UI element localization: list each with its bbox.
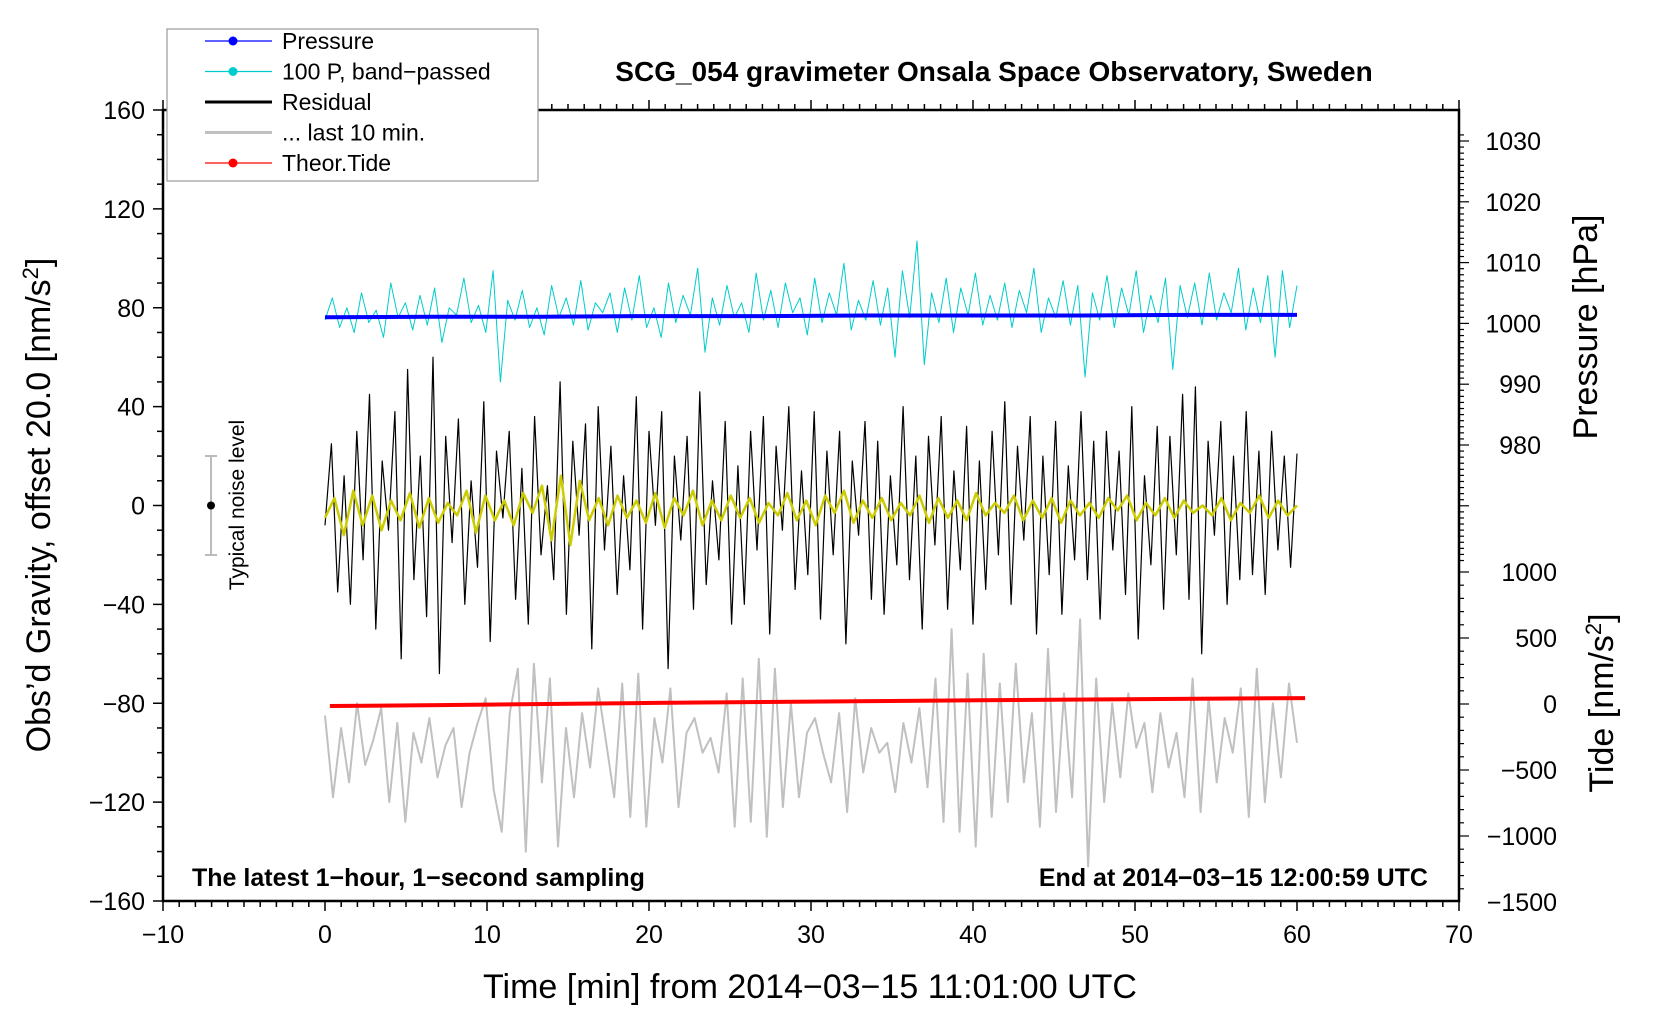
annotation-sampling: The latest 1−hour, 1−second sampling	[192, 864, 645, 892]
legend-box	[166, 28, 539, 182]
series-residual-line	[324, 356, 1298, 675]
x-tick-label: 60	[1283, 921, 1311, 949]
tide-tick-label: −500	[1501, 757, 1557, 785]
y-tick-label: −80	[103, 690, 145, 718]
x-tick-label: −10	[142, 921, 184, 949]
pressure-tick-label: 990	[1499, 371, 1541, 399]
tide-axis-title-main: Tide [nm/s	[1583, 635, 1621, 792]
series-residual-smoothed-line	[323, 474, 1298, 547]
legend-theor-tide-marker-icon	[228, 158, 238, 168]
y-axis-title-end: ]	[20, 258, 58, 267]
y-tick-label: 0	[131, 493, 145, 521]
tide-tick-label: 500	[1515, 625, 1557, 653]
legend-pressure-marker-icon	[228, 36, 238, 46]
pressure-tick-label: 980	[1499, 432, 1541, 460]
ticks-layer: −10 0 10 20 30 40 50 60 7016012080400−40−80−120−…	[89, 97, 1557, 949]
tide-tick-label: 0	[1543, 691, 1557, 719]
y-tick-label: 120	[103, 196, 145, 224]
pressure-tick-label: 1020	[1485, 189, 1541, 217]
legend-100-p-band-passed-marker-icon	[228, 67, 238, 76]
x-tick-label: 0	[318, 921, 332, 949]
chart-title: SCG_054 gravimeter Onsala Space Observat…	[615, 56, 1372, 87]
legend: Pressure 100 P, band−passed Residual ... la…	[166, 28, 539, 182]
legend-entries: Pressure 100 P, band−passed Residual ... la…	[205, 28, 491, 176]
x-axis-title: Time [min] from 2014−03−15 11:01:00 UTC	[483, 968, 1137, 1006]
y-axis-title-main: Obs’d Gravity, offset 20.0 [nm/s	[20, 279, 58, 752]
pressure-tick-label: 1030	[1485, 128, 1541, 156]
series-theor-tide-line	[329, 696, 1306, 708]
series-last-10-min-line	[324, 618, 1298, 868]
y-axis-title-sup: 2	[18, 267, 43, 279]
x-tick-label: 10	[473, 921, 501, 949]
y-tick-label: 80	[117, 295, 145, 323]
legend-theor-tide-label: Theor.Tide	[282, 150, 391, 176]
x-tick-label: 30	[797, 921, 825, 949]
y-tick-label: −160	[89, 888, 145, 916]
series-layer	[323, 240, 1306, 868]
tide-axis-title: Tide [nm/s2]	[1581, 613, 1621, 792]
pressure-tick-label: 1000	[1485, 310, 1541, 338]
legend-pressure-label: Pressure	[282, 28, 374, 54]
noise-label: Typical noise level	[226, 420, 249, 590]
tide-axis-title-sup: 2	[1581, 623, 1606, 635]
noise-level-indicator: Typical noise level	[205, 420, 249, 590]
x-tick-label: 40	[959, 921, 987, 949]
pressure-tick-label: 1010	[1485, 250, 1541, 278]
legend-residual-label: Residual	[282, 89, 372, 115]
y-tick-label: 160	[103, 97, 145, 125]
noise-dot	[207, 501, 215, 510]
y-tick-label: 40	[117, 394, 145, 422]
tide-tick-label: −1500	[1487, 889, 1557, 917]
x-tick-label: 70	[1445, 921, 1473, 949]
x-tick-label: 50	[1121, 921, 1149, 949]
tide-axis-title-end: ]	[1583, 613, 1621, 622]
tide-tick-label: 1000	[1501, 559, 1557, 587]
y-tick-label: −40	[103, 591, 145, 619]
series-pressure-line	[324, 312, 1297, 320]
annotation-end-time: End at 2014−03−15 12:00:59 UTC	[1039, 864, 1428, 892]
x-tick-label: 20	[635, 921, 663, 949]
legend-100-p-band-passed-label: 100 P, band−passed	[282, 59, 491, 85]
tide-tick-label: −1000	[1487, 823, 1557, 851]
y-tick-label: −120	[89, 789, 145, 817]
y-axis-title: Obs’d Gravity, offset 20.0 [nm/s2]	[18, 258, 58, 753]
pressure-axis-title: Pressure [hPa]	[1567, 215, 1605, 440]
legend-last-10-min-label: ... last 10 min.	[282, 120, 425, 146]
series-100-p-band-passed-line	[324, 240, 1298, 383]
